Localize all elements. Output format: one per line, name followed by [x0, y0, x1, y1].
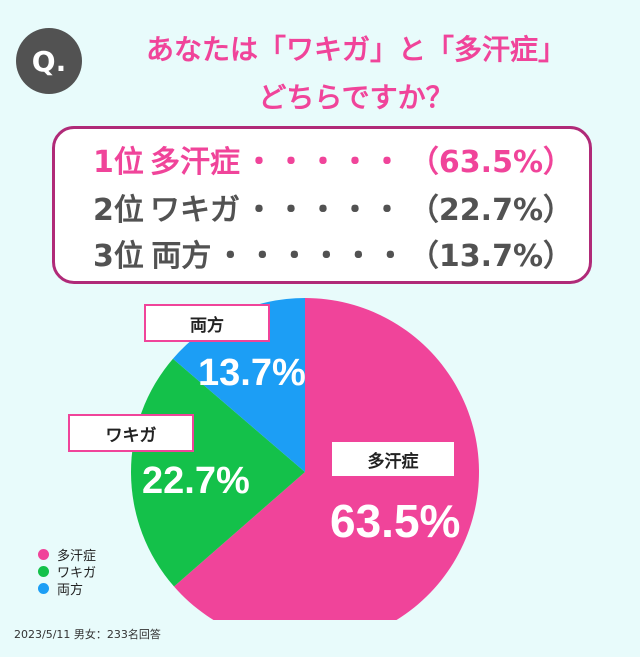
rank-label: 3位 [93, 239, 144, 274]
question-badge: Q. [16, 28, 82, 94]
slice-label-tahanshou: 多汗症 [330, 440, 456, 478]
legend-item: ワキガ [38, 563, 97, 581]
rank-label: 1位 [93, 145, 144, 180]
slice-label-both: 両方 [144, 304, 270, 342]
rank-percent: （22.7%） [408, 193, 573, 228]
legend-label: ワキガ [57, 566, 97, 581]
legend-dot [38, 549, 49, 560]
rank-name: 両方 [151, 239, 212, 274]
ranking-box: 1位 多汗症 ・・・・・・・ （63.5%） 2位 ワキガ ・・・・・・・ （2… [52, 126, 592, 284]
legend-item: 両方 [38, 580, 96, 598]
legend-dot [38, 566, 49, 577]
legend-dot [38, 583, 49, 594]
pie-slice-1 [174, 298, 479, 620]
ranking-row-3: 3位 両方 ・・・・・・・・ （13.7%） [93, 237, 573, 277]
rank-dots: ・・・・・・・ [244, 193, 409, 228]
question-title: あなたは「ワキガ」と「多汗症」 どちらですか？ [96, 26, 616, 122]
ranking-row-1: 1位 多汗症 ・・・・・・・ （63.5%） [93, 143, 573, 183]
rank-dots: ・・・・・・・ [244, 145, 409, 180]
slice-percent-wakiga: 22.7% [142, 460, 250, 502]
survey-footnote: 2023/5/11 男女：233名回答 [14, 628, 161, 641]
question-line-2: どちらですか？ [258, 81, 454, 114]
rank-name: ワキガ [150, 193, 241, 228]
chart-legend: 多汗症 ワキガ 両方 [38, 546, 97, 598]
ranking-row-2: 2位 ワキガ ・・・・・・・ （22.7%） [93, 191, 573, 231]
legend-label: 両方 [57, 583, 84, 598]
rank-percent: （63.5%） [408, 145, 573, 180]
rank-percent: （13.7%） [408, 239, 573, 274]
rank-label: 2位 [93, 193, 144, 228]
slice-percent-both: 13.7% [198, 352, 306, 394]
rank-dots: ・・・・・・・・ [215, 239, 409, 274]
legend-item: 多汗症 [38, 546, 97, 564]
legend-label: 多汗症 [57, 549, 97, 564]
question-line-1: あなたは「ワキガ」と「多汗症」 [145, 33, 566, 66]
rank-name: 多汗症 [150, 145, 241, 180]
slice-label-wakiga: ワキガ [68, 414, 194, 452]
slice-percent-tahanshou: 63.5% [330, 495, 461, 547]
